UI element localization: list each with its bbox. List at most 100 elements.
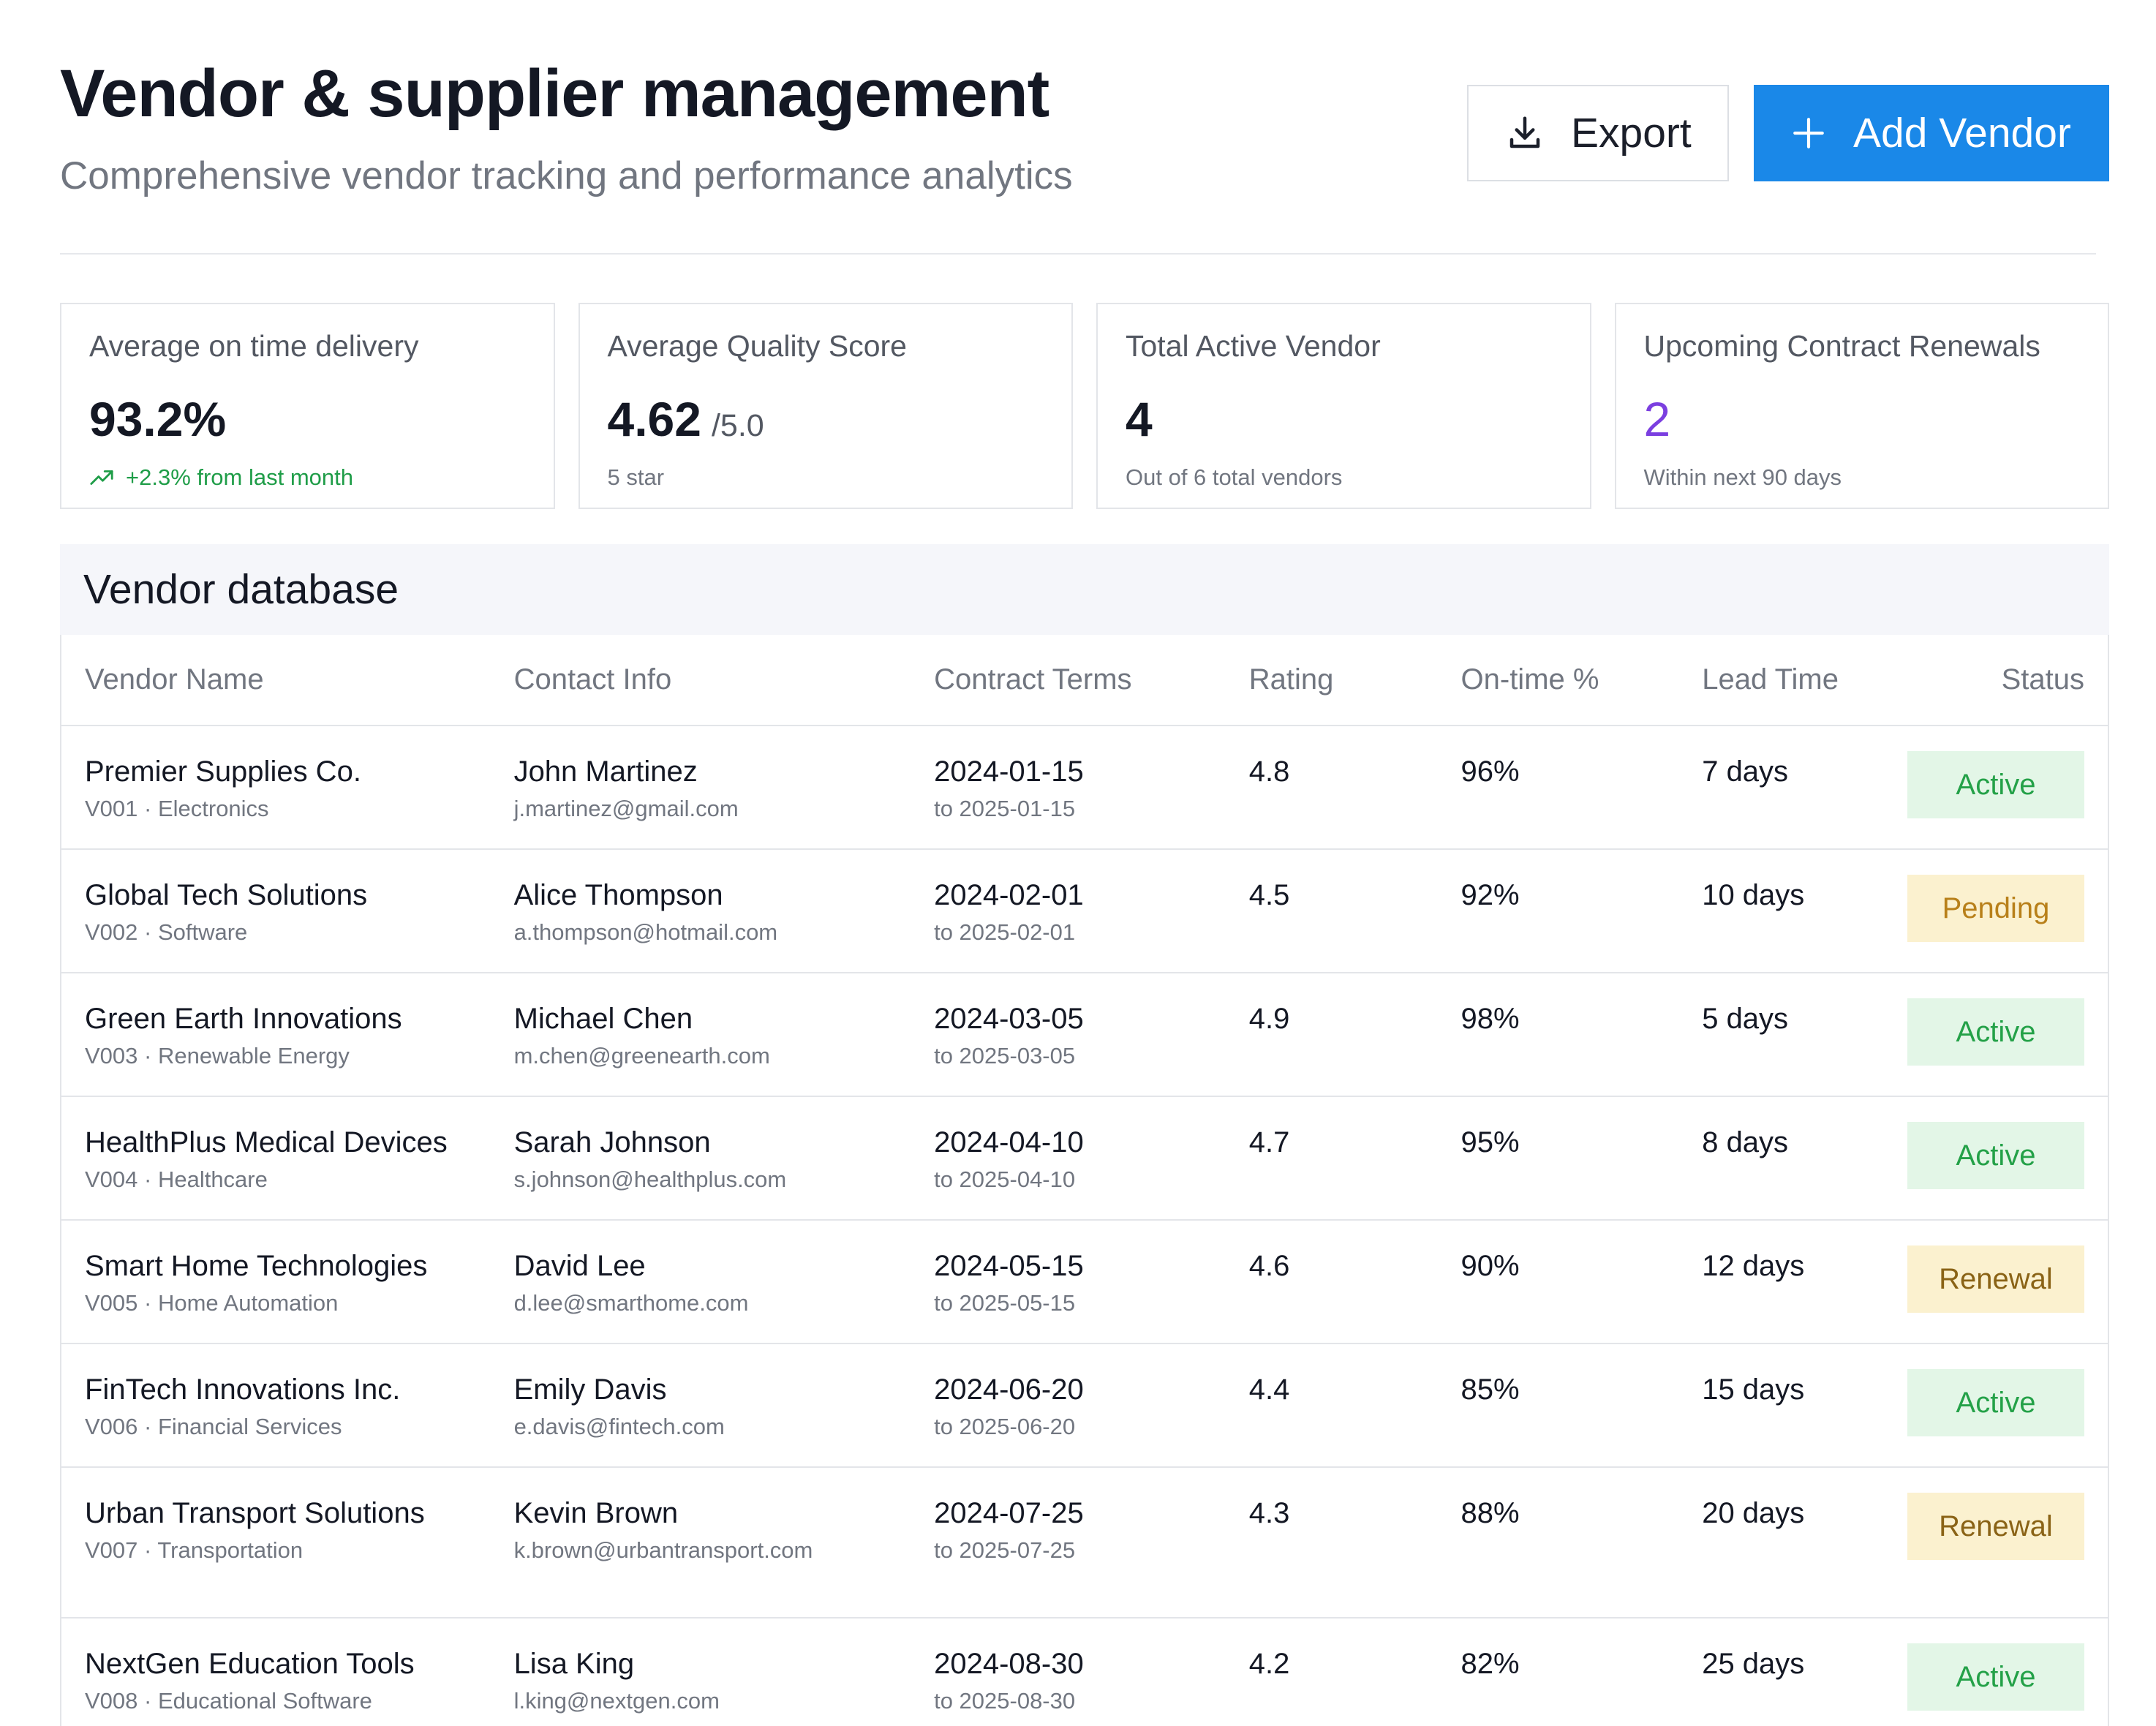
cell-on-time: 82% (1460, 1618, 1703, 1726)
cell-contact: Kevin Brown k.brown@urbantransport.com (513, 1467, 935, 1618)
vendor-meta: V001 · Electronics (85, 796, 269, 821)
cell-vendor: Smart Home Technologies V005 · Home Autom… (61, 1220, 514, 1344)
contract-start: 2024-05-15 (934, 1250, 1084, 1282)
stats-row: Average on time delivery 93.2% +2.3% fro… (60, 303, 2109, 509)
lead-time-value: 5 days (1702, 1003, 1789, 1035)
cell-contract: 2024-07-25 to 2025-07-25 (934, 1467, 1249, 1618)
table-row[interactable]: Green Earth Innovations V003 · Renewable … (61, 973, 2108, 1097)
rating-value: 4.7 (1248, 1126, 1290, 1158)
contact-email[interactable]: j.martinez@gmail.com (513, 796, 739, 821)
table-row[interactable]: Urban Transport Solutions V007 · Transpor… (61, 1467, 2108, 1618)
cell-vendor: HealthPlus Medical Devices V004 · Healthc… (61, 1096, 514, 1221)
cell-contact: John Martinez j.martinez@gmail.com (513, 726, 935, 850)
table-row[interactable]: NextGen Education Tools V008 · Educationa… (61, 1618, 2108, 1726)
table-row[interactable]: FinTech Innovations Inc. V006 · Financial… (61, 1344, 2108, 1468)
plus-icon (1793, 118, 1824, 148)
contact-name: Emily Davis (513, 1373, 667, 1406)
contact-email[interactable]: a.thompson@hotmail.com (513, 919, 778, 945)
table-row[interactable]: Smart Home Technologies V005 · Home Autom… (61, 1220, 2108, 1344)
cell-rating: 4.2 (1248, 1618, 1461, 1726)
table-row[interactable]: HealthPlus Medical Devices V004 · Healthc… (61, 1096, 2108, 1221)
cell-rating: 4.8 (1248, 726, 1461, 850)
vendor-table: Vendor Name Contact Info Contract Terms … (60, 635, 2109, 1726)
cell-rating: 4.9 (1248, 973, 1461, 1097)
vendor-name[interactable]: Premier Supplies Co. (85, 755, 361, 788)
contract-start: 2024-06-20 (934, 1373, 1084, 1406)
contract-end: to 2025-07-25 (934, 1537, 1076, 1563)
vendor-meta: V007 · Transportation (85, 1537, 304, 1563)
contract-end: to 2025-04-10 (934, 1167, 1076, 1192)
stat-card-quality: Average Quality Score 4.62 /5.0 5 star (578, 303, 1073, 509)
cell-lead-time: 7 days (1702, 726, 1888, 850)
cell-contact: Michael Chen m.chen@greenearth.com (513, 973, 935, 1097)
trending-up-icon (90, 470, 113, 485)
contract-start: 2024-04-10 (934, 1126, 1084, 1158)
cell-vendor: FinTech Innovations Inc. V006 · Financial… (61, 1344, 514, 1468)
status-badge: Active (1907, 1643, 2084, 1711)
contact-email[interactable]: k.brown@urbantransport.com (513, 1537, 813, 1563)
cell-contract: 2024-03-05 to 2025-03-05 (934, 973, 1249, 1097)
vendor-name[interactable]: Smart Home Technologies (85, 1250, 428, 1282)
column-header-contact-info[interactable]: Contact Info (513, 635, 935, 726)
cell-rating: 4.7 (1248, 1096, 1461, 1221)
column-header-lead-time[interactable]: Lead Time (1702, 635, 1888, 726)
cell-status: Renewal (1888, 1220, 2108, 1344)
cell-lead-time: 5 days (1702, 973, 1888, 1097)
status-badge: Pending (1907, 875, 2084, 942)
vendor-name[interactable]: Green Earth Innovations (85, 1003, 402, 1035)
stat-label: Total Active Vendor (1126, 329, 1381, 363)
add-vendor-button[interactable]: Add Vendor (1754, 85, 2109, 181)
column-header-contract-terms[interactable]: Contract Terms (934, 635, 1249, 726)
cell-status: Active (1888, 1096, 2108, 1221)
contract-start: 2024-08-30 (934, 1648, 1084, 1680)
on-time-value: 95% (1460, 1126, 1520, 1158)
vendor-name[interactable]: FinTech Innovations Inc. (85, 1373, 401, 1406)
cell-contract: 2024-01-15 to 2025-01-15 (934, 726, 1249, 850)
vendor-database: Vendor database Vendor Name Contact Info… (60, 544, 2109, 1726)
on-time-value: 92% (1460, 879, 1520, 911)
cell-lead-time: 20 days (1702, 1467, 1888, 1618)
column-header-status[interactable]: Status (1888, 635, 2108, 726)
contact-email[interactable]: d.lee@smarthome.com (513, 1290, 749, 1316)
stat-value: 4.62 /5.0 (608, 391, 1044, 447)
export-button-label: Export (1571, 110, 1692, 157)
stat-label: Average on time delivery (89, 329, 419, 363)
contact-name: Lisa King (513, 1648, 635, 1680)
vendor-name[interactable]: Urban Transport Solutions (85, 1497, 425, 1529)
contact-name: Alice Thompson (513, 879, 723, 911)
stat-sub: +2.3% from last month (126, 464, 353, 490)
cell-vendor: Green Earth Innovations V003 · Renewable … (61, 973, 514, 1097)
cell-contract: 2024-04-10 to 2025-04-10 (934, 1096, 1249, 1221)
column-header-on-time[interactable]: On-time % (1460, 635, 1703, 726)
stat-value-unit: /5.0 (711, 408, 764, 443)
download-icon (1509, 116, 1540, 148)
contact-email[interactable]: m.chen@greenearth.com (513, 1043, 770, 1069)
cell-rating: 4.4 (1248, 1344, 1461, 1468)
contact-name: Michael Chen (513, 1003, 693, 1035)
column-header-rating[interactable]: Rating (1248, 635, 1461, 726)
contract-end: to 2025-05-15 (934, 1290, 1076, 1316)
vendor-database-title: Vendor database (60, 544, 2109, 635)
contact-email[interactable]: e.davis@fintech.com (513, 1414, 725, 1439)
stat-sub: 5 star (607, 464, 665, 490)
lead-time-value: 10 days (1702, 879, 1805, 911)
column-header-vendor-name[interactable]: Vendor Name (61, 635, 514, 726)
contact-email[interactable]: l.king@nextgen.com (513, 1688, 720, 1714)
export-button[interactable]: Export (1467, 85, 1729, 181)
lead-time-value: 12 days (1702, 1250, 1805, 1282)
cell-rating: 4.3 (1248, 1467, 1461, 1618)
status-badge: Active (1907, 1122, 2084, 1189)
table-row[interactable]: Global Tech Solutions V002 · Software Alic… (61, 849, 2108, 973)
contact-email[interactable]: s.johnson@healthplus.com (513, 1167, 787, 1192)
table-row[interactable]: Premier Supplies Co. V001 · Electronics Jo… (61, 726, 2108, 850)
rating-value: 4.2 (1248, 1648, 1290, 1680)
lead-time-value: 15 days (1702, 1373, 1805, 1406)
vendor-name[interactable]: HealthPlus Medical Devices (85, 1126, 448, 1158)
cell-contract: 2024-05-15 to 2025-05-15 (934, 1220, 1249, 1344)
cell-status: Active (1888, 973, 2108, 1097)
on-time-value: 88% (1460, 1497, 1520, 1529)
vendor-name[interactable]: NextGen Education Tools (85, 1648, 415, 1680)
vendor-name[interactable]: Global Tech Solutions (85, 879, 368, 911)
lead-time-value: 8 days (1702, 1126, 1789, 1158)
